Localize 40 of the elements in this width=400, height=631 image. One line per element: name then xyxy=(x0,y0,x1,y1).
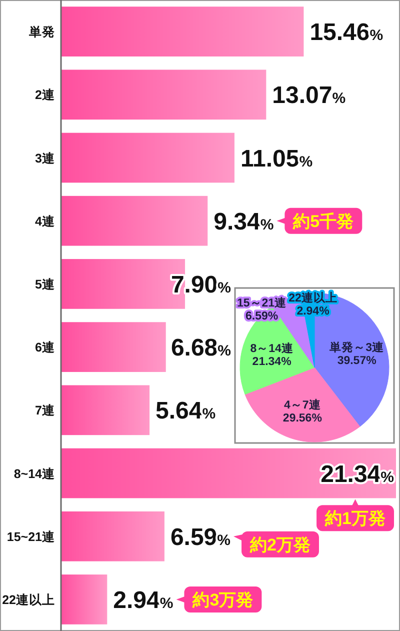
slice-label: 15～21連 xyxy=(237,295,287,310)
data-label: 29.56% xyxy=(282,412,322,425)
data-label: 7.90% xyxy=(170,271,231,298)
data-label: 21.34% xyxy=(252,356,292,368)
bar xyxy=(61,385,150,436)
y-tick-label: 5連 xyxy=(35,277,55,292)
data-label: 6.59% xyxy=(170,524,231,551)
annotation: 約2万発 xyxy=(249,535,310,554)
data-label: 6.68% xyxy=(170,334,231,362)
data-label: 5.64% xyxy=(156,398,216,425)
data-label: 13.07% xyxy=(272,82,346,110)
y-tick-label: 2連 xyxy=(35,88,55,102)
bar xyxy=(61,6,304,56)
slice-label: 8～14連 xyxy=(250,341,294,356)
bar xyxy=(61,511,164,562)
annotation: 約5千発 xyxy=(292,212,354,231)
data-label: 11.05% xyxy=(240,145,313,172)
y-tick-label: 7連 xyxy=(35,404,55,418)
y-tick-label: 4連 xyxy=(35,214,55,228)
slice-label: 4～7連 xyxy=(284,398,321,412)
y-tick-label: 22連以上 xyxy=(2,592,55,607)
bar xyxy=(61,574,108,624)
bar xyxy=(61,196,208,246)
y-tick-label: 8~14連 xyxy=(14,466,55,481)
bar xyxy=(61,132,234,183)
bar xyxy=(61,448,396,498)
annotation: 約1万発 xyxy=(324,509,386,528)
annotation: 約3万発 xyxy=(192,590,254,610)
data-label: 2.94% xyxy=(113,586,174,614)
data-label: 39.57% xyxy=(337,355,376,368)
data-label: 21.34% xyxy=(320,460,394,488)
bar xyxy=(61,70,266,120)
slice-label: 単発～3連 xyxy=(328,340,384,354)
y-tick-label: 3連 xyxy=(35,151,55,166)
data-label: 9.34% xyxy=(214,208,274,236)
y-tick-label: 単発 xyxy=(28,25,55,40)
y-tick-label: 6連 xyxy=(35,340,55,355)
y-tick-label: 15~21連 xyxy=(6,530,55,544)
bar xyxy=(61,322,166,372)
data-label: 15.46% xyxy=(310,19,384,46)
